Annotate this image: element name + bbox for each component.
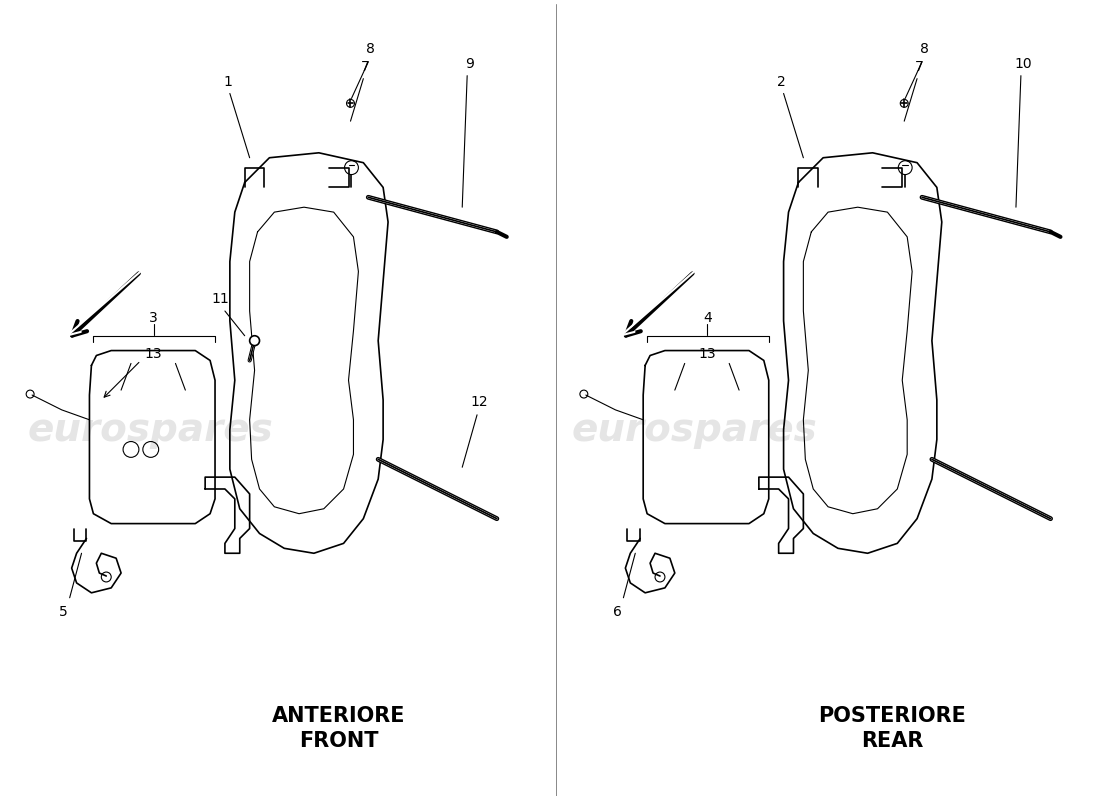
Text: 2: 2 (778, 74, 786, 89)
Text: 13: 13 (698, 346, 716, 361)
Text: eurospares: eurospares (572, 410, 817, 449)
Text: 13: 13 (145, 346, 163, 361)
Text: 12: 12 (470, 395, 487, 409)
Text: 8: 8 (920, 42, 928, 56)
Text: 6: 6 (613, 605, 621, 618)
Text: 11: 11 (211, 292, 229, 306)
Text: 8: 8 (366, 42, 375, 56)
Text: 10: 10 (1014, 57, 1032, 71)
Text: 5: 5 (59, 605, 68, 618)
Text: 9: 9 (464, 57, 474, 71)
Text: 7: 7 (361, 60, 370, 74)
Text: 3: 3 (150, 311, 158, 325)
Text: 1: 1 (223, 74, 232, 89)
Text: 4: 4 (703, 311, 712, 325)
Text: FRONT: FRONT (299, 731, 378, 751)
Text: 7: 7 (915, 60, 923, 74)
Text: REAR: REAR (861, 731, 924, 751)
Text: POSTERIORE: POSTERIORE (818, 706, 966, 726)
Circle shape (250, 336, 260, 346)
Text: eurospares: eurospares (28, 410, 274, 449)
Text: ANTERIORE: ANTERIORE (272, 706, 406, 726)
